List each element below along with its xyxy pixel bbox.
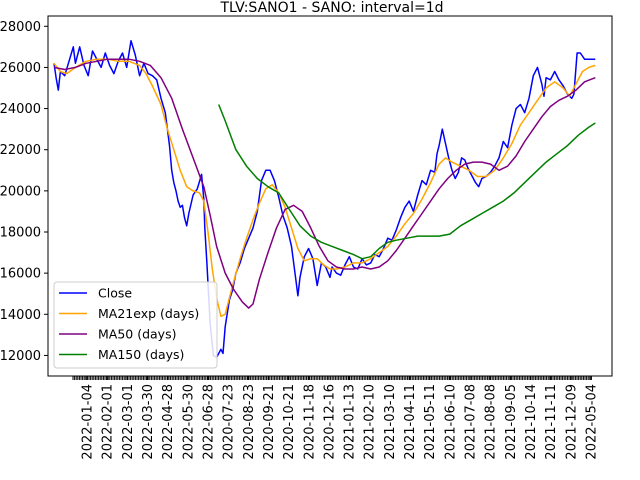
x-tick-label: 2020-12-16	[322, 384, 337, 460]
chart-title: TLV:SANO1 - SANO: interval=1d	[219, 0, 443, 16]
x-tick-label: 2021-02-10	[363, 384, 378, 460]
x-tick-label: 2022-03-30	[141, 384, 156, 460]
x-tick-label: 2021-03-10	[383, 384, 398, 460]
y-tick-label: 26000	[0, 61, 41, 76]
y-tick-label: 16000	[0, 267, 41, 282]
y-tick-label: 12000	[0, 349, 41, 364]
series-line-3	[53, 58, 596, 309]
legend-label: Close	[98, 286, 132, 301]
x-tick-label: 2020-10-21	[282, 384, 297, 460]
legend-box	[53, 281, 218, 369]
y-tick-label: 20000	[0, 184, 41, 199]
x-tick-label: 2022-04-28	[161, 384, 176, 460]
legend-label: MA150 (days)	[98, 347, 184, 362]
x-tick-label: 2021-06-10	[443, 384, 458, 460]
y-tick-label: 18000	[0, 226, 41, 241]
x-tick-label: 2021-09-05	[504, 384, 519, 460]
x-tick-label: 2021-12-09	[564, 384, 579, 460]
y-axis: 12000 14000 16000 18000 20000 22000 24000 26000…	[0, 20, 48, 364]
x-tick-label: 2021-11-11	[544, 384, 559, 460]
x-tick-label: 2022-03-01	[121, 384, 136, 460]
legend-label: MA50 (days)	[98, 327, 176, 342]
x-tick-label: 2022-05-30	[181, 384, 196, 460]
x-tick-label: 2020-09-21	[262, 384, 277, 460]
x-tick-label: 2021-07-08	[464, 384, 479, 460]
y-tick-label: 28000	[0, 20, 41, 35]
series-line-4	[218, 104, 596, 260]
x-tick-label: 2020-11-18	[302, 384, 317, 460]
x-tick-label: 2020-07-23	[222, 384, 237, 460]
x-tick-label: 2020-08-23	[242, 384, 257, 460]
x-tick-label: 2021-10-14	[524, 384, 539, 460]
y-tick-label: 22000	[0, 143, 41, 158]
x-tick-label: 2021-05-11	[423, 384, 438, 460]
x-tick-label: 2022-02-01	[101, 384, 116, 460]
x-tick-label: 2021-08-08	[484, 384, 499, 460]
series-layer	[53, 39, 596, 359]
x-tick-label: 2022-05-04	[585, 384, 600, 460]
x-tick-label: 2021-04-11	[403, 384, 418, 460]
x-tick-label: 2022-06-28	[201, 384, 216, 460]
series-line-2	[53, 58, 596, 318]
y-tick-label: 24000	[0, 102, 41, 117]
x-axis: 2022-01-04 2022-02-01 2022-03-01 2022-03-30…	[72, 376, 600, 460]
y-tick-label: 14000	[0, 308, 41, 323]
legend: Close MA21exp (days) MA50 (days) MA150 (day…	[53, 281, 218, 369]
x-tick-label: 2021-01-13	[343, 384, 358, 460]
legend-label: MA21exp (days)	[98, 306, 199, 321]
x-tick-label: 2022-01-04	[81, 384, 96, 460]
